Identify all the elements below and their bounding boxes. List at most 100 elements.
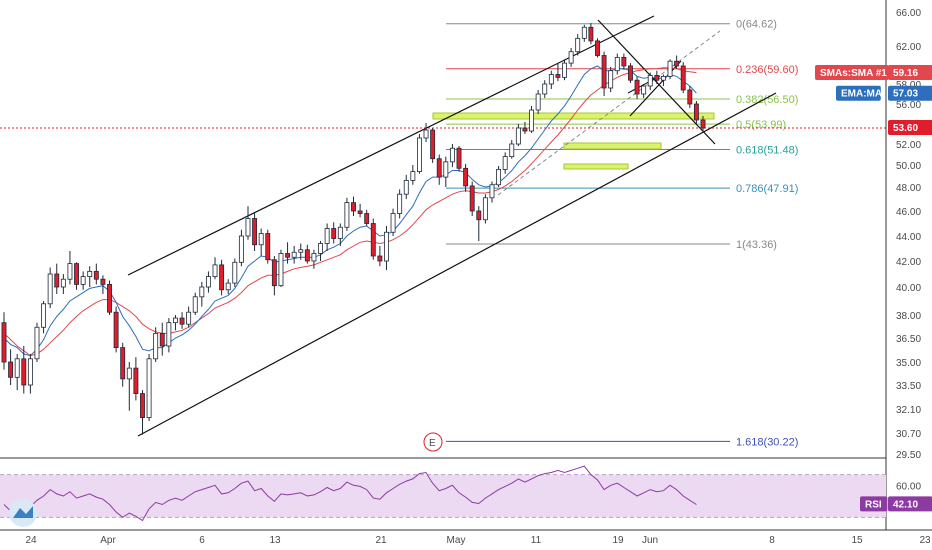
candle-body[interactable] xyxy=(126,367,132,380)
candle-body[interactable] xyxy=(153,332,159,360)
candle-body[interactable] xyxy=(87,270,93,277)
candle-body[interactable] xyxy=(674,60,680,67)
candle-body[interactable] xyxy=(548,74,554,85)
candle-body[interactable] xyxy=(47,273,53,305)
candle-body[interactable] xyxy=(120,347,126,380)
candle-body[interactable] xyxy=(140,393,145,418)
candle-body[interactable] xyxy=(192,296,198,313)
candle-body[interactable] xyxy=(377,255,383,262)
candle-body[interactable] xyxy=(595,40,600,56)
candle-body[interactable] xyxy=(489,184,495,199)
candle-body[interactable] xyxy=(113,311,119,349)
candle-body[interactable] xyxy=(14,358,20,378)
candle-body[interactable] xyxy=(535,93,541,111)
candle-body[interactable] xyxy=(344,202,350,228)
candle-body[interactable] xyxy=(54,273,60,288)
candle-body[interactable] xyxy=(60,278,66,288)
candle-body[interactable] xyxy=(331,228,337,239)
candle-body[interactable] xyxy=(27,358,33,386)
candle-body[interactable] xyxy=(370,223,376,257)
candle-body[interactable] xyxy=(364,213,370,224)
candle-body[interactable] xyxy=(1,322,7,363)
candle-body[interactable] xyxy=(469,185,475,212)
candle-body[interactable] xyxy=(252,218,258,246)
candle-body[interactable] xyxy=(515,127,521,145)
candle-body[interactable] xyxy=(443,161,449,178)
candle-body[interactable] xyxy=(324,228,330,244)
candle-body[interactable] xyxy=(384,231,389,262)
candle-body[interactable] xyxy=(568,51,574,64)
candle-body[interactable] xyxy=(700,119,706,129)
candle-body[interactable] xyxy=(575,37,581,53)
candle-body[interactable] xyxy=(641,85,647,95)
candle-body[interactable] xyxy=(542,83,548,95)
candle-body[interactable] xyxy=(601,55,607,89)
candle-body[interactable] xyxy=(173,317,178,324)
candle-body[interactable] xyxy=(225,282,231,291)
candle-body[interactable] xyxy=(403,179,409,195)
candle-body[interactable] xyxy=(311,253,317,262)
candle-body[interactable] xyxy=(271,259,277,287)
candle-body[interactable] xyxy=(562,62,567,78)
candle-body[interactable] xyxy=(608,70,614,89)
candle-body[interactable] xyxy=(654,75,660,81)
candle-body[interactable] xyxy=(463,167,469,187)
candle-body[interactable] xyxy=(628,65,633,81)
candle-body[interactable] xyxy=(397,193,403,214)
candle-body[interactable] xyxy=(621,57,627,67)
candle-body[interactable] xyxy=(581,26,587,39)
candle-body[interactable] xyxy=(318,243,323,254)
candle-body[interactable] xyxy=(80,276,86,285)
candle-body[interactable] xyxy=(660,76,666,81)
candle-body[interactable] xyxy=(436,158,442,178)
candle-body[interactable] xyxy=(529,109,534,132)
candle-body[interactable] xyxy=(100,278,106,285)
candle-body[interactable] xyxy=(416,137,422,172)
candle-body[interactable] xyxy=(146,358,152,418)
candle-body[interactable] xyxy=(21,358,27,386)
candle-body[interactable] xyxy=(693,103,699,121)
candle-body[interactable] xyxy=(555,74,561,78)
candle-body[interactable] xyxy=(449,147,455,163)
candle-body[interactable] xyxy=(482,197,488,221)
candle-body[interactable] xyxy=(667,60,673,77)
earnings-marker[interactable] xyxy=(423,432,443,452)
candle-body[interactable] xyxy=(245,218,251,237)
candle-body[interactable] xyxy=(298,249,304,253)
candle-body[interactable] xyxy=(278,253,284,287)
candle-body[interactable] xyxy=(410,171,416,181)
candle-body[interactable] xyxy=(614,57,620,72)
candle-body[interactable] xyxy=(8,361,14,378)
candle-body[interactable] xyxy=(186,311,192,325)
candle-body[interactable] xyxy=(133,367,139,394)
candle-body[interactable] xyxy=(258,233,264,246)
candle-body[interactable] xyxy=(265,233,271,261)
candle-body[interactable] xyxy=(166,322,172,347)
candle-body[interactable] xyxy=(212,264,218,277)
candle-body[interactable] xyxy=(680,65,686,91)
candle-body[interactable] xyxy=(285,253,291,258)
candle-body[interactable] xyxy=(205,276,211,288)
candle-body[interactable] xyxy=(232,261,238,284)
candle-body[interactable] xyxy=(34,326,40,360)
candle-body[interactable] xyxy=(41,303,47,328)
candle-body[interactable] xyxy=(219,264,225,291)
candle-body[interactable] xyxy=(496,168,502,186)
candle-body[interactable] xyxy=(634,79,640,95)
candle-body[interactable] xyxy=(304,249,310,262)
candle-body[interactable] xyxy=(74,263,79,285)
candle-body[interactable] xyxy=(456,147,462,169)
candle-body[interactable] xyxy=(67,263,73,280)
candle-body[interactable] xyxy=(179,317,185,325)
candle-body[interactable] xyxy=(357,210,363,214)
candle-body[interactable] xyxy=(337,226,343,239)
candle-body[interactable] xyxy=(238,235,244,263)
candle-body[interactable] xyxy=(390,213,396,233)
candle-body[interactable] xyxy=(522,127,528,132)
candle-body[interactable] xyxy=(199,286,205,298)
candle-body[interactable] xyxy=(476,210,482,221)
candle-body[interactable] xyxy=(159,332,165,347)
candle-body[interactable] xyxy=(107,283,112,313)
candle-body[interactable] xyxy=(291,251,297,258)
